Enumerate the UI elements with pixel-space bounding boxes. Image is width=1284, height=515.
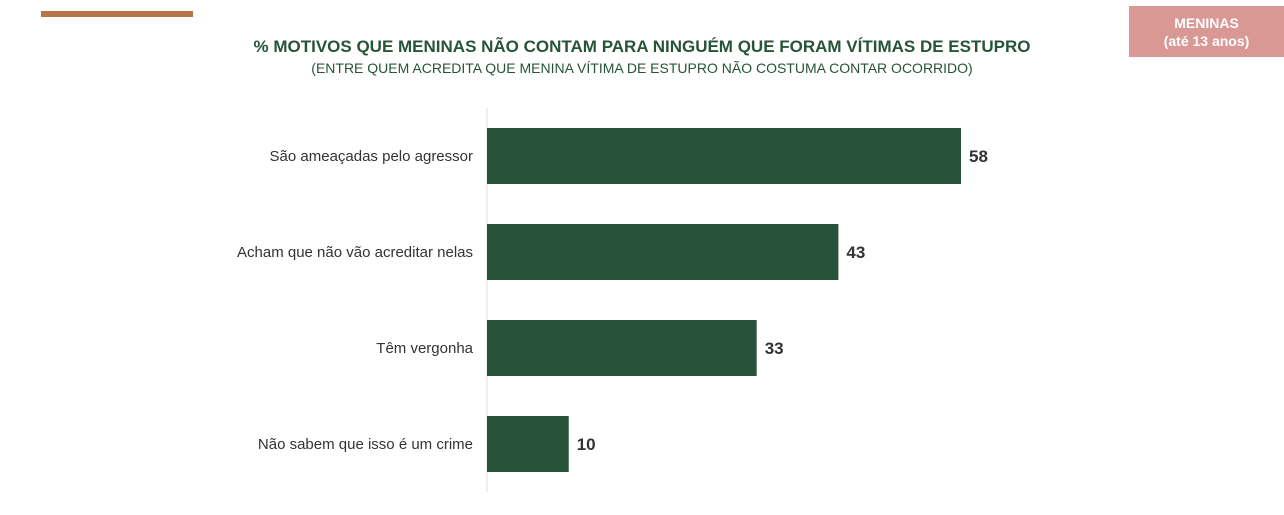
bar — [487, 416, 569, 472]
data-label: 33 — [765, 339, 784, 358]
category-label: Acham que não vão acreditar nelas — [237, 244, 473, 261]
data-label: 43 — [846, 243, 865, 262]
segment-badge: MENINAS (até 13 anos) — [1129, 6, 1284, 57]
category-label: Têm vergonha — [376, 340, 473, 357]
chart-title: % MOTIVOS QUE MENINAS NÃO CONTAM PARA NI… — [253, 37, 1031, 56]
chart-subtitle: (ENTRE QUEM ACREDITA QUE MENINA VÍTIMA D… — [311, 60, 973, 76]
data-label: 58 — [969, 147, 988, 166]
bar — [487, 224, 839, 280]
badge-line1: MENINAS — [1174, 14, 1239, 31]
category-label: Não sabem que isso é um crime — [258, 436, 473, 453]
accent-bar — [41, 11, 193, 17]
category-label: São ameaçadas pelo agressor — [270, 148, 473, 165]
data-label: 10 — [577, 435, 596, 454]
bar — [487, 128, 961, 184]
badge-line2: (até 13 anos) — [1163, 32, 1250, 49]
bar — [487, 320, 757, 376]
